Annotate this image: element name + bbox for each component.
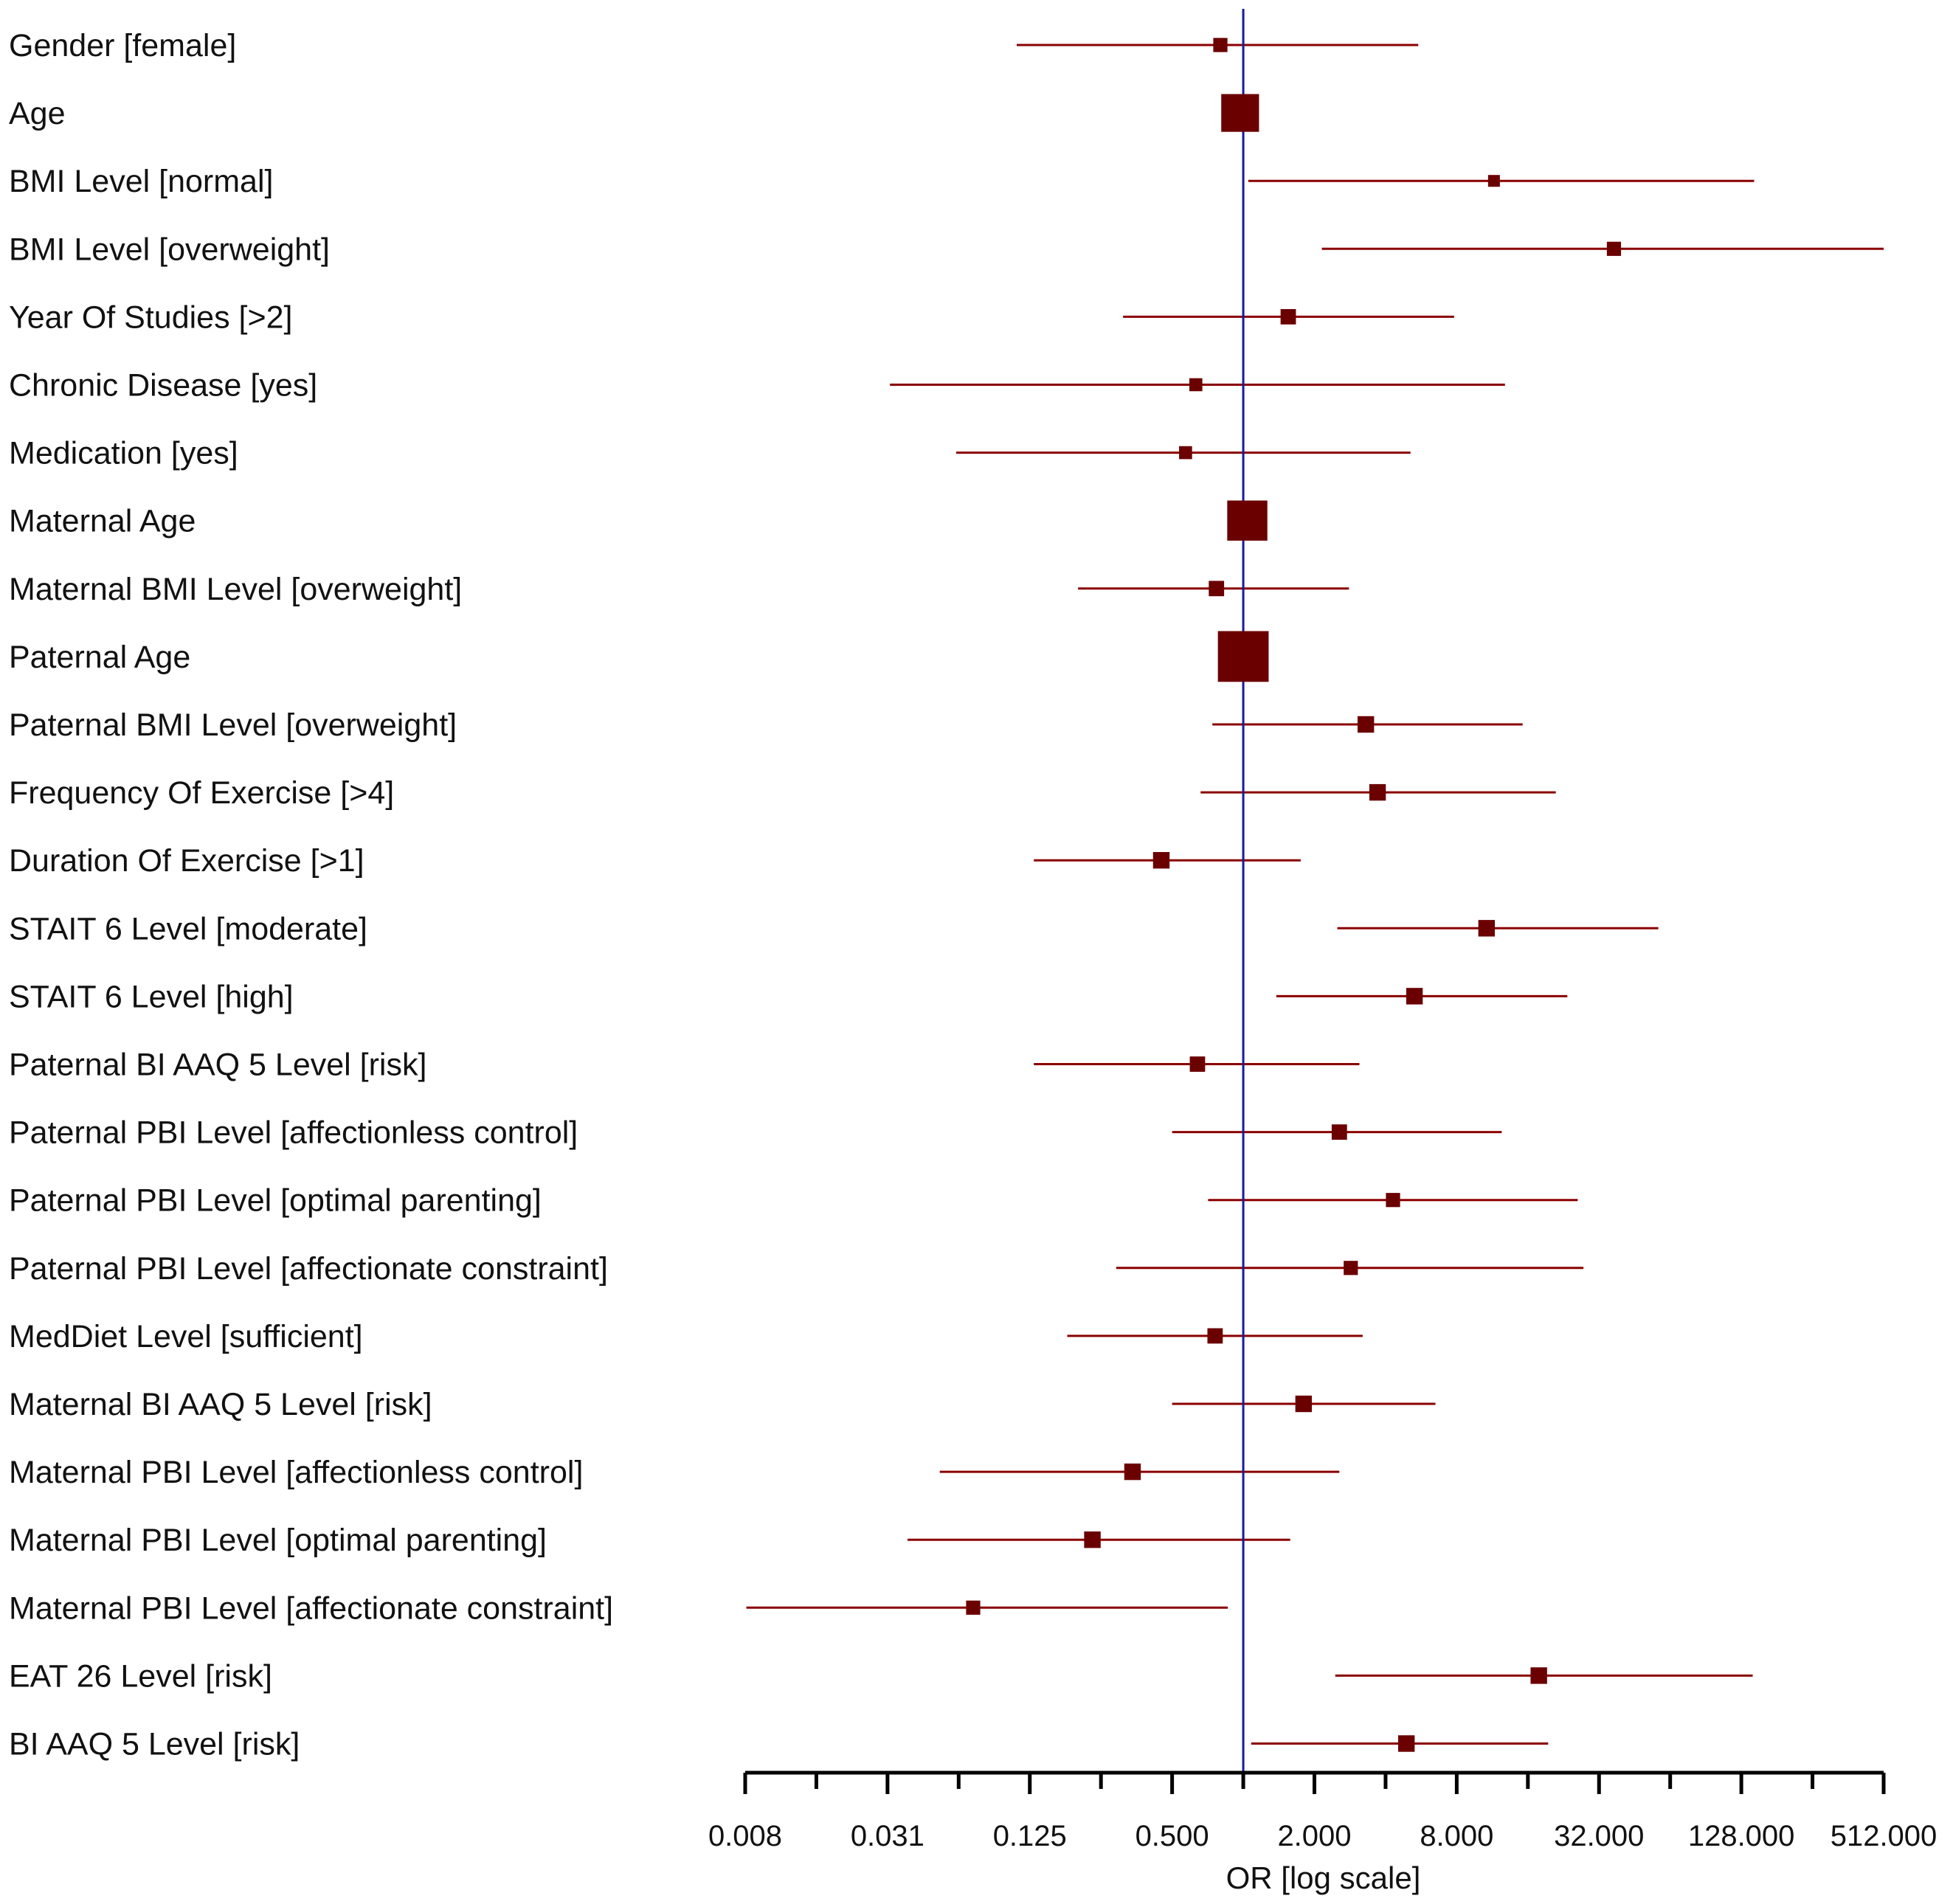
x-tick-label: 2.000	[1277, 1820, 1351, 1852]
x-axis-tick-labels: 0.008 0.031 0.125 0.500 2.000 8.000 32.000 128.…	[708, 1820, 1937, 1852]
row-label: Age	[9, 96, 66, 131]
row-labels: Gender [female] Age BMI Level [normal] BMI …	[9, 28, 613, 1762]
x-tick-label: 32.000	[1554, 1820, 1644, 1852]
row-label: Chronic Disease [yes]	[9, 368, 317, 404]
point-estimate	[1227, 500, 1268, 541]
row-label: MedDiet Level [sufficient]	[9, 1319, 363, 1354]
point-estimate	[1280, 309, 1296, 325]
x-tick-label: 0.008	[708, 1820, 782, 1852]
point-estimate	[1209, 581, 1225, 597]
row-label: Maternal PBI Level [affectionless contro…	[9, 1455, 583, 1490]
point-estimate	[1357, 716, 1375, 733]
point-estimate	[1221, 94, 1259, 132]
row-label: Paternal PBI Level [affectionless contro…	[9, 1115, 578, 1151]
row-label: Maternal PBI Level [optimal parenting]	[9, 1523, 547, 1558]
row-label: BI AAQ 5 Level [risk]	[9, 1727, 300, 1762]
point-estimate	[1213, 38, 1228, 52]
confidence-intervals	[746, 44, 1884, 1745]
point-estimate	[1397, 1735, 1415, 1752]
x-axis-title: OR [log scale]	[1226, 1860, 1421, 1895]
row-label: EAT 26 Level [risk]	[9, 1658, 272, 1694]
point-estimate	[1530, 1667, 1547, 1684]
point-estimate	[1207, 1328, 1223, 1344]
point-estimate	[1478, 920, 1496, 937]
point-estimate	[1189, 1056, 1206, 1072]
x-tick-label: 128.000	[1688, 1820, 1795, 1852]
row-label: Gender [female]	[9, 28, 236, 63]
row-label: Paternal PBI Level [affectionate constra…	[9, 1251, 608, 1287]
row-label: Paternal PBI Level [optimal parenting]	[9, 1183, 542, 1219]
row-label: BMI Level [normal]	[9, 164, 273, 199]
row-label: BMI Level [overweight]	[9, 232, 330, 267]
x-axis: 0.008 0.031 0.125 0.500 2.000 8.000 32.000 128.…	[708, 1770, 1937, 1895]
point-estimate	[1179, 446, 1192, 460]
point-estimate	[1124, 1463, 1141, 1481]
point-estimate	[1331, 1124, 1347, 1140]
point-estimate	[1217, 631, 1269, 682]
row-label: Paternal BMI Level [overweight]	[9, 707, 457, 743]
point-estimate	[1189, 378, 1203, 392]
row-label: Maternal PBI Level [affectionate constra…	[9, 1590, 613, 1626]
row-label: STAIT 6 Level [high]	[9, 979, 294, 1014]
point-estimate	[1084, 1531, 1101, 1548]
point-estimates	[966, 38, 1622, 1752]
row-label: Year Of Studies [>2]	[9, 300, 292, 335]
row-label: Maternal BI AAQ 5 Level [risk]	[9, 1387, 432, 1422]
row-label: Medication [yes]	[9, 436, 238, 471]
point-estimate	[1369, 783, 1386, 801]
point-estimate	[966, 1600, 981, 1615]
point-estimate	[1606, 241, 1622, 256]
row-label: Maternal BMI Level [overweight]	[9, 572, 462, 607]
x-tick-label: 0.125	[993, 1820, 1067, 1852]
x-tick-label: 8.000	[1420, 1820, 1493, 1852]
point-estimate	[1386, 1193, 1400, 1208]
point-estimate	[1295, 1395, 1313, 1413]
point-estimate	[1152, 852, 1170, 869]
row-label: Frequency Of Exercise [>4]	[9, 775, 394, 811]
row-label: Duration Of Exercise [>1]	[9, 843, 364, 879]
point-estimate	[1406, 988, 1423, 1005]
point-estimate	[1487, 175, 1500, 187]
point-estimate	[1344, 1261, 1358, 1275]
x-tick-label: 0.500	[1135, 1820, 1209, 1852]
row-label: Paternal BI AAQ 5 Level [risk]	[9, 1048, 426, 1083]
row-label: Paternal Age	[9, 640, 190, 675]
x-tick-label: 0.031	[851, 1820, 924, 1852]
row-label: STAIT 6 Level [moderate]	[9, 911, 367, 946]
x-axis-ticks	[743, 1773, 1886, 1794]
x-tick-label: 512.000	[1831, 1820, 1938, 1852]
row-label: Maternal Age	[9, 504, 196, 539]
